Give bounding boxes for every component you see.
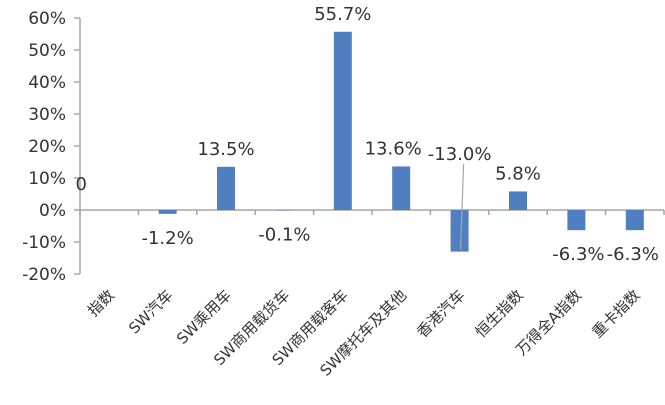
bar (451, 210, 469, 252)
x-tick-label: 指数 (84, 286, 118, 320)
y-tick-label: 0% (39, 201, 66, 221)
y-tick-label: 40% (28, 73, 66, 93)
data-label: -6.3% (552, 244, 604, 265)
data-label: -6.3% (607, 244, 659, 265)
bar (217, 167, 235, 210)
x-tick-label: 恒生指数 (472, 286, 527, 341)
x-tick-label: SW汽车 (125, 286, 176, 337)
bar (567, 210, 585, 230)
data-label: -1.2% (141, 228, 193, 249)
data-label: -0.1% (258, 224, 310, 245)
bar (626, 210, 644, 230)
bar (392, 166, 410, 210)
data-label: 13.5% (197, 139, 254, 160)
x-tick-label: SW乘用车 (173, 286, 235, 348)
data-label: 0 (75, 174, 86, 195)
y-tick-label: -20% (22, 265, 66, 285)
data-label: -13.0% (428, 144, 492, 165)
data-label: 13.6% (365, 138, 422, 159)
y-tick-label: 20% (28, 137, 66, 157)
y-tick-label: 10% (28, 169, 66, 189)
bar (334, 32, 352, 210)
data-label: 5.8% (495, 163, 541, 184)
bar (159, 210, 177, 214)
x-tick-label: 香港汽车 (413, 286, 468, 341)
bar (509, 191, 527, 210)
y-tick-label: 50% (28, 41, 66, 61)
y-tick-label: 30% (28, 105, 66, 125)
y-tick-label: 60% (28, 9, 66, 29)
data-label: 55.7% (314, 4, 371, 25)
y-axis: 60% 50% 40% 30% 20% 10% 0% -10% -20% (22, 9, 80, 285)
y-tick-label: -10% (22, 233, 66, 253)
x-tick-label: 重卡指数 (588, 286, 643, 341)
